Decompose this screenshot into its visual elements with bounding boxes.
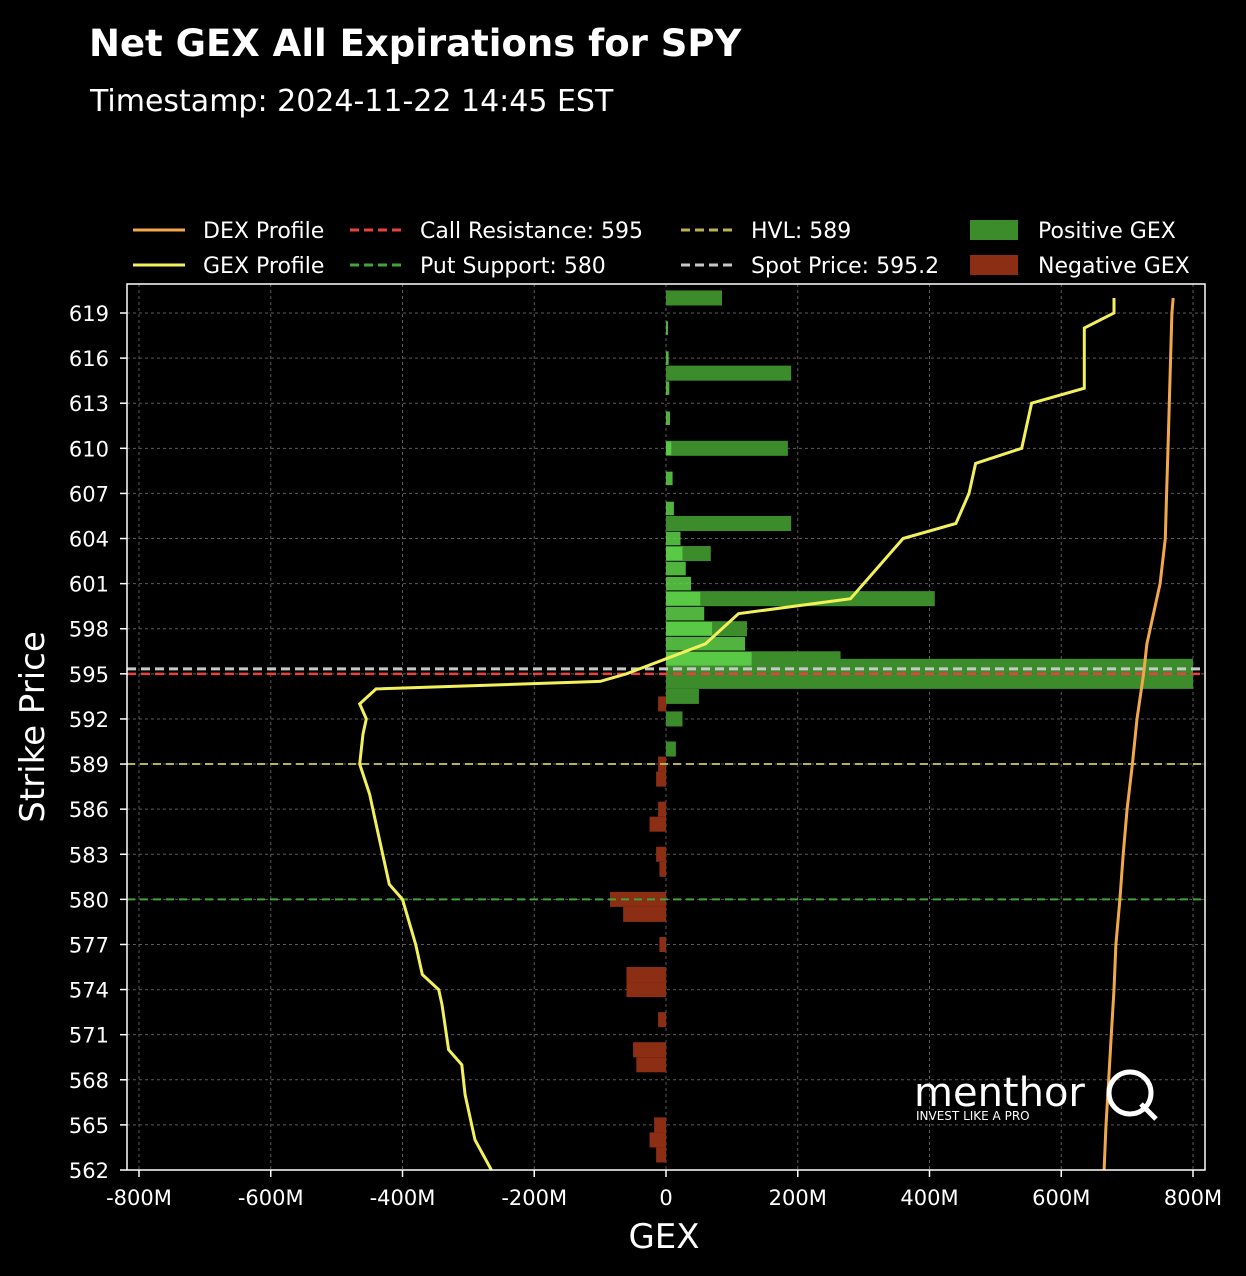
x-tick-label: 0 [659,1186,672,1210]
negative-gex-bar [626,982,666,998]
legend-label: Negative GEX [1038,254,1190,279]
y-tick-label: 568 [69,1069,109,1093]
positive-gex-bar [666,290,722,306]
positive-gex-bar [666,365,792,381]
y-tick-label: 607 [69,482,109,506]
legend-label: Call Resistance: 595 [420,219,643,244]
chart-subtitle: Timestamp: 2024-11-22 14:45 EST [90,84,614,119]
y-tick-label: 610 [69,437,109,461]
legend-label: GEX Profile [203,254,324,279]
y-tick-label: 580 [69,888,109,912]
watermark-brand: menthor [914,1070,1085,1116]
x-tick-label: 200M [769,1186,827,1210]
near-term-gex-bar [666,381,670,395]
watermark-tagline: INVEST LIKE A PRO [916,1109,1030,1123]
x-tick-label: -200M [501,1186,567,1210]
y-tick-label: 598 [69,618,109,642]
x-axis-label: GEX [628,1217,699,1257]
legend-label: DEX Profile [203,219,324,244]
y-tick-label: 595 [69,663,109,687]
near-term-gex-bar [666,591,701,606]
positive-gex-bar [666,591,935,607]
y-axis-label: Strike Price [13,631,53,822]
gex-bars [610,290,1193,1163]
positive-gex-bar [666,688,699,704]
x-tick-label: 400M [900,1186,958,1210]
negative-gex-bar [658,801,666,817]
near-term-gex-bar [666,621,713,636]
negative-gex-bar [656,1147,666,1163]
watermark-q-circle [1106,1069,1154,1117]
near-term-gex-bar [666,501,674,516]
x-tick-label: 600M [1032,1186,1090,1210]
negative-gex-bar [626,967,666,983]
legend-label: Positive GEX [1038,219,1176,244]
negative-gex-bar [658,696,666,712]
positive-gex-bar [666,515,792,532]
positive-gex-bar [666,658,1193,674]
negative-gex-bar [659,936,666,952]
near-term-gex-bar [666,441,672,456]
y-tick-label: 613 [69,392,109,416]
negative-gex-bar [659,861,666,877]
level-lines [127,667,1205,901]
legend-swatch [970,255,1018,275]
y-tick-label: 619 [69,302,109,326]
gex-profile-line [357,298,1116,1171]
negative-gex-bar [658,1012,666,1028]
negative-gex-bar [623,906,666,922]
y-tick-label: 583 [69,843,109,867]
near-term-gex-bar [666,321,668,335]
positive-gex-bar [666,440,788,456]
negative-gex-bar [656,771,666,787]
profile-lines [357,297,1175,1171]
near-term-gex-bar [666,561,686,576]
near-term-gex-bar [666,546,683,561]
positive-gex-bar [666,741,676,757]
legend-swatch [970,220,1018,240]
negative-gex-bar [649,816,666,832]
near-term-gex-bar [666,576,692,591]
y-tick-label: 574 [69,979,109,1003]
y-tick-label: 604 [69,528,109,552]
dex-profile-line [1102,297,1175,1171]
near-term-gex-bar [666,471,673,486]
near-term-gex-bar [666,351,669,365]
y-tick-label: 562 [69,1159,109,1183]
axis-ticks: -800M -600M -400M -200M 0 200M 400M 600M 800M 562… [69,302,1222,1210]
negative-gex-bar [654,1117,666,1133]
negative-gex-bar [633,1042,666,1058]
legend-label: Put Support: 580 [420,254,606,279]
near-term-gex-bar [666,411,670,426]
positive-gex-bar [666,673,1193,689]
chart-title: Net GEX All Expirations for SPY [89,22,742,65]
near-term-gex-bar [666,606,705,621]
y-tick-label: 589 [69,753,109,777]
y-tick-label: 565 [69,1114,109,1138]
near-term-gex-bar [666,652,752,666]
x-tick-label: -600M [238,1186,304,1210]
watermark-logo: menthor INVEST LIKE A PRO [914,1069,1158,1123]
y-tick-label: 586 [69,798,109,822]
y-tick-label: 616 [69,347,109,371]
x-tick-label: -400M [370,1186,436,1210]
y-tick-label: 601 [69,573,109,597]
positive-gex-bar [666,711,683,727]
y-tick-label: 571 [69,1024,109,1048]
negative-gex-bar [656,846,666,862]
legend-label: HVL: 589 [751,219,851,244]
negative-gex-bar [636,1057,666,1073]
negative-gex-bar [649,1132,666,1148]
x-tick-label: 800M [1164,1186,1222,1210]
y-tick-label: 592 [69,708,109,732]
watermark-q-tail [1139,1102,1158,1121]
legend-label: Spot Price: 595.2 [751,254,939,279]
y-tick-label: 577 [69,933,109,957]
near-term-gex-bar [666,531,681,546]
legend: DEX Profile GEX Profile Call Resistance: 5… [133,219,1190,279]
x-tick-label: -800M [106,1186,172,1210]
